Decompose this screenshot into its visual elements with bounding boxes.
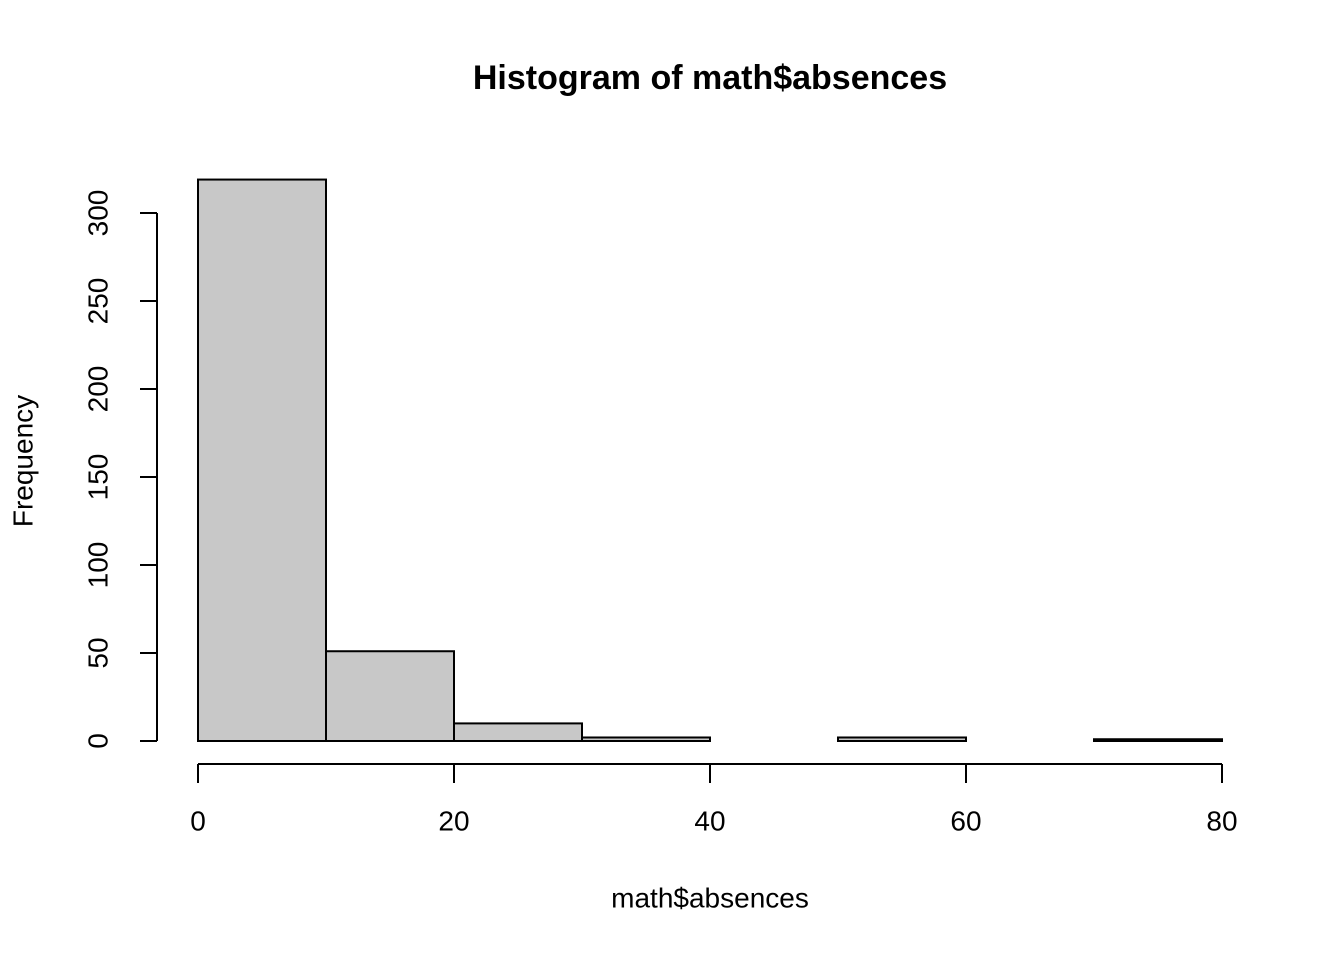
chart-title: Histogram of math$absences	[473, 59, 947, 97]
y-tick-label: 200	[82, 366, 113, 413]
y-tick-label: 250	[82, 278, 113, 325]
y-axis-label: Frequency	[7, 395, 38, 527]
y-tick-label: 150	[82, 454, 113, 501]
y-tick-label: 0	[82, 733, 113, 749]
bar	[453, 722, 583, 743]
y-tick-label: 100	[82, 542, 113, 589]
x-tick-label: 60	[950, 805, 981, 836]
bar	[197, 178, 327, 742]
x-tick-label: 20	[438, 805, 469, 836]
x-axis-label: math$absences	[611, 882, 809, 913]
x-tick-label: 0	[190, 805, 206, 836]
bar	[1093, 738, 1223, 742]
x-tick-label: 80	[1206, 805, 1237, 836]
y-tick-label: 50	[82, 637, 113, 668]
bar	[325, 650, 455, 742]
x-tick-label: 40	[694, 805, 725, 836]
bar	[581, 736, 711, 742]
bar	[837, 736, 967, 742]
y-tick-label: 300	[82, 190, 113, 237]
